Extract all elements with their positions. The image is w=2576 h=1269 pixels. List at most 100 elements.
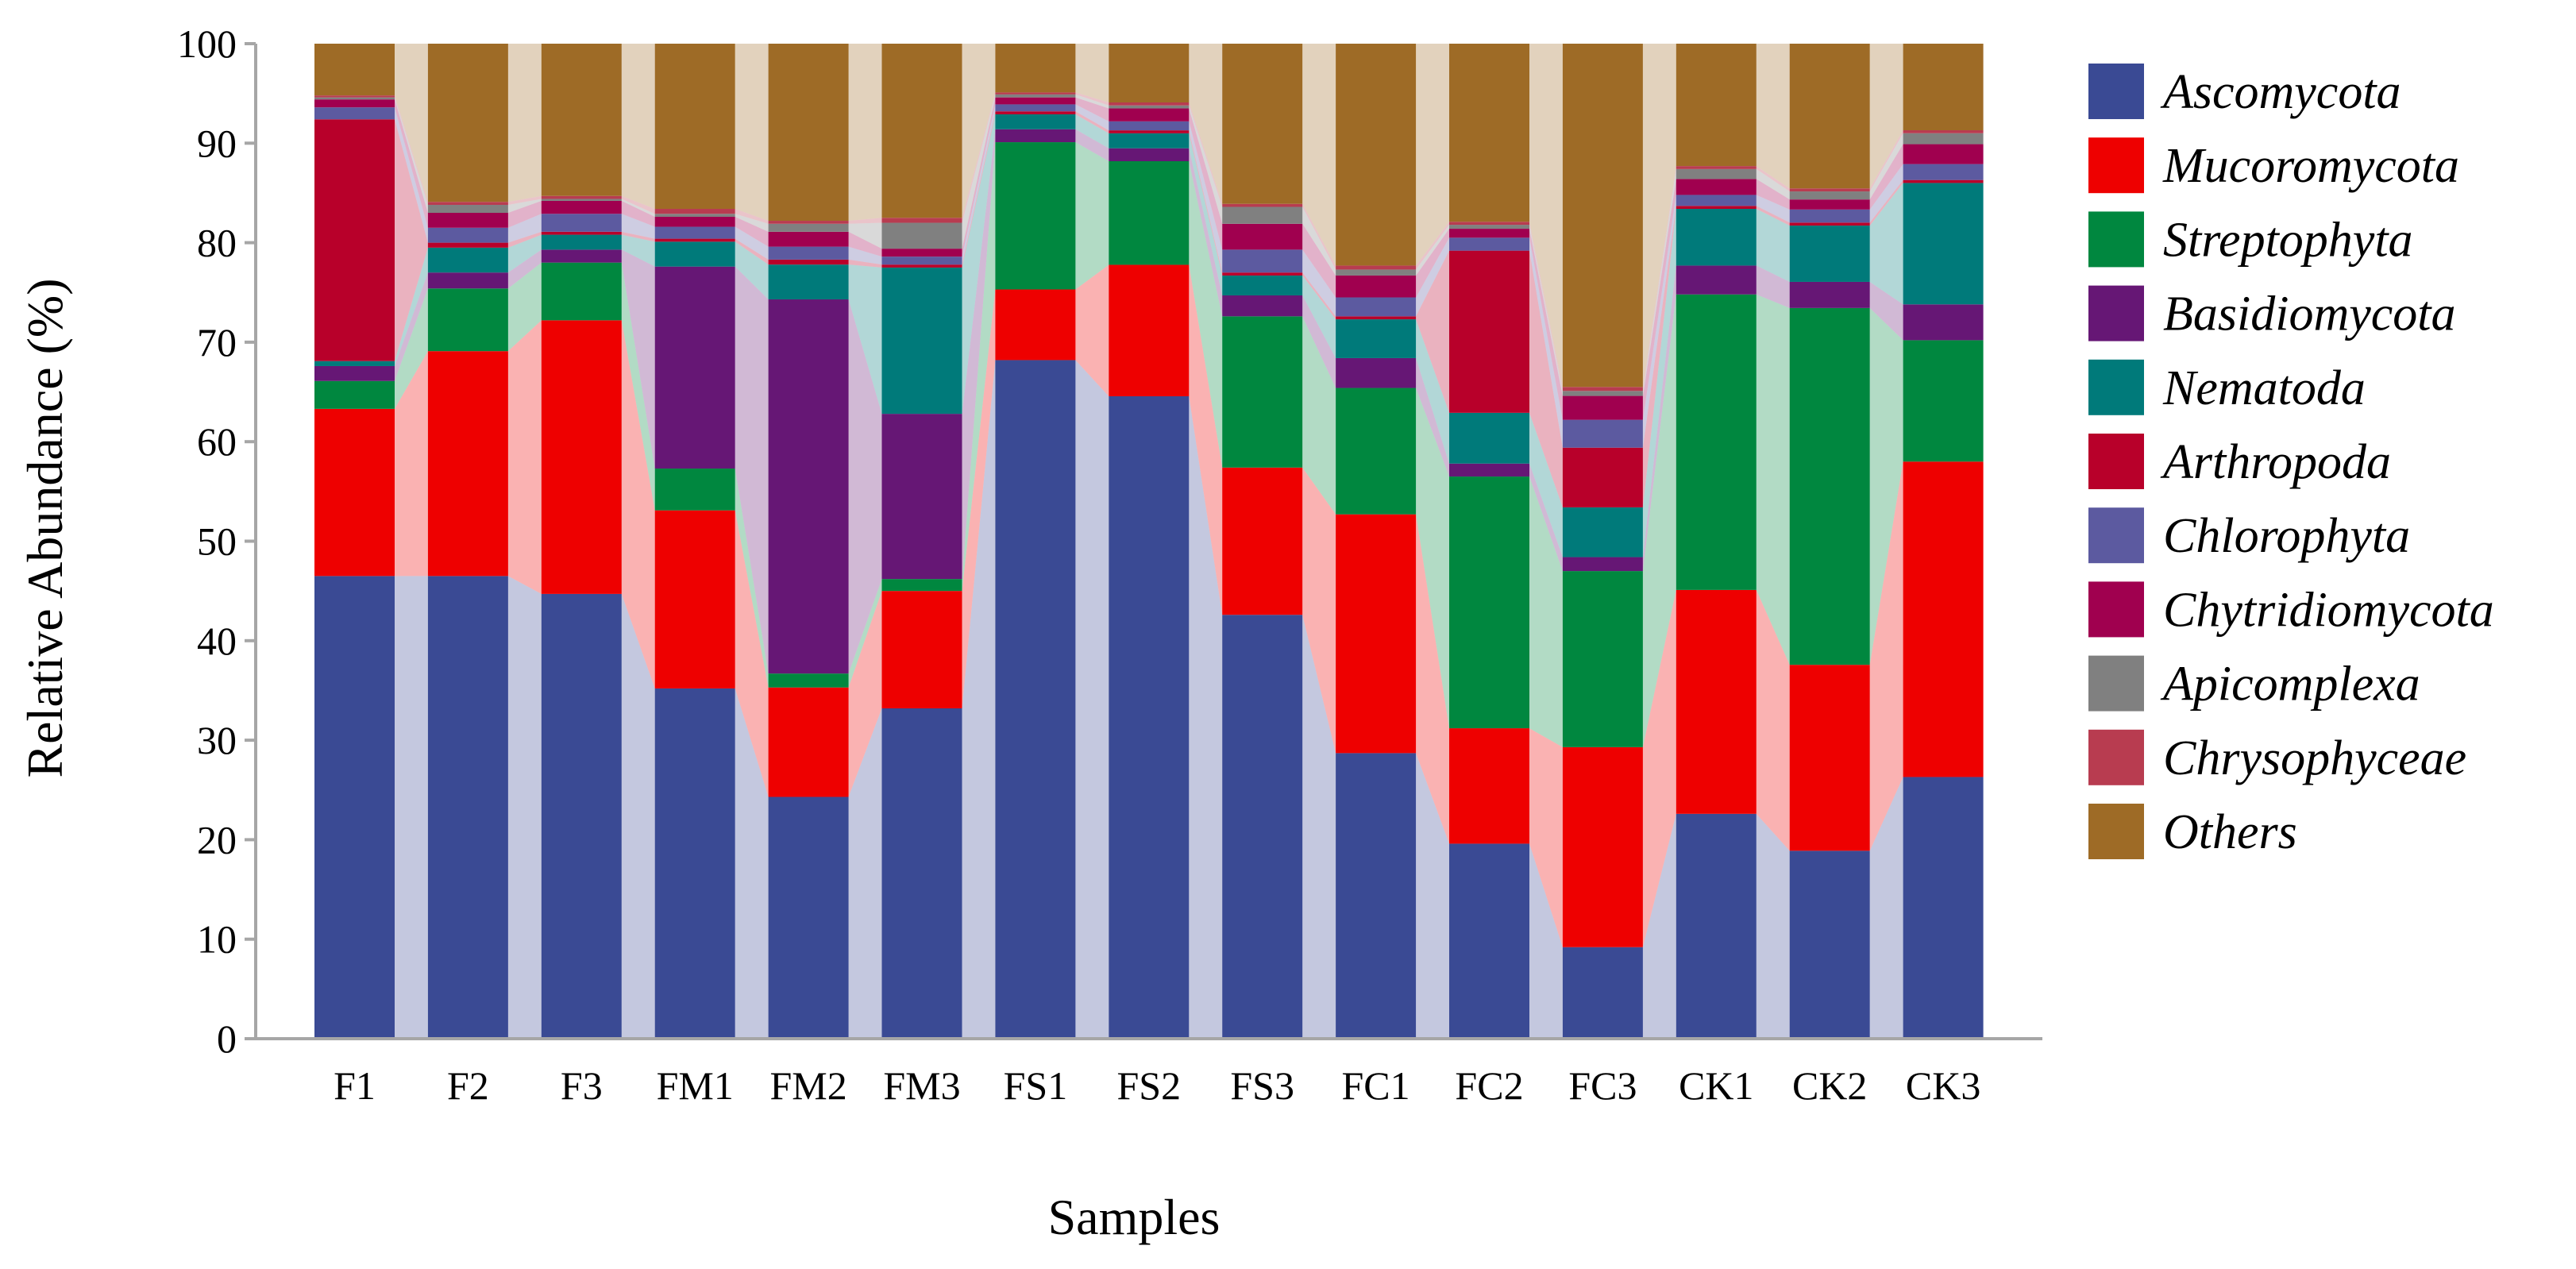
band-mucoromycota-ck1: [1756, 589, 1790, 851]
bar-fs2-arthropoda: [1109, 130, 1190, 133]
bar-fm2-mucoromycota: [768, 687, 849, 797]
band-apicomplexa-fs2: [1189, 105, 1223, 224]
legend-label: Others: [2163, 805, 2297, 859]
band-chlorophyta-f3: [621, 214, 655, 239]
bar-fc1-basidiomycota: [1336, 357, 1417, 388]
band-chrysophyceae-fs3: [1302, 203, 1336, 270]
band-streptophyta-f2: [507, 262, 542, 352]
bar-fc2-streptophyta: [1449, 476, 1529, 729]
band-others-fc2: [1529, 44, 1563, 388]
band-arthropoda-ck1: [1756, 206, 1790, 226]
bar-ck3-arthropoda: [1903, 179, 1984, 183]
bar-f3-apicomplexa: [541, 199, 622, 201]
bar-fs2-streptophyta: [1109, 161, 1190, 265]
bar-fm3-chrysophyceae: [881, 218, 962, 223]
band-chytridiomycota-fm1: [735, 217, 769, 247]
y-tick-label: 100: [177, 21, 237, 66]
connector-bands: [395, 44, 1903, 1040]
band-arthropoda-fm3: [962, 111, 996, 268]
bar-fc3-chrysophyceae: [1562, 387, 1643, 392]
legend-swatch: [2088, 729, 2144, 785]
bar-fs3-nematoda: [1222, 275, 1303, 296]
band-chytridiomycota-f3: [621, 200, 655, 227]
band-basidiomycota-fc3: [1642, 265, 1676, 572]
bar-ck1-apicomplexa: [1676, 168, 1757, 179]
band-chlorophyta-fm1: [735, 226, 769, 260]
bar-f2-mucoromycota: [427, 351, 508, 577]
band-apicomplexa-ck2: [1869, 133, 1903, 200]
bar-f2-basidiomycota: [427, 272, 508, 289]
bar-ck1-ascomycota: [1676, 813, 1757, 1039]
legend-item: Mucoromycota: [2088, 137, 2459, 194]
band-others-fc1: [1416, 44, 1449, 266]
bar-f2-streptophyta: [427, 288, 508, 352]
band-mucoromycota-f1: [395, 351, 428, 577]
bar-f1-nematoda: [314, 361, 395, 366]
band-others-fs2: [1189, 44, 1223, 204]
band-basidiomycota-fc2: [1529, 463, 1563, 572]
band-chytridiomycota-ck1: [1756, 179, 1790, 210]
bar-fm3-apicomplexa: [881, 222, 962, 249]
band-others-fm2: [848, 44, 882, 222]
bar-fc2-basidiomycota: [1449, 463, 1529, 477]
bar-ck1-mucoromycota: [1676, 589, 1757, 814]
bar-ck1-basidiomycota: [1676, 265, 1757, 295]
band-mucoromycota-fc3: [1642, 589, 1676, 947]
x-category-label: FS3: [1230, 1063, 1294, 1108]
bar-fm3-nematoda: [881, 267, 962, 415]
band-arthropoda-fs2: [1189, 130, 1223, 276]
bar-ck3-apicomplexa: [1903, 133, 1984, 145]
bar-fs1-chytridiomycota: [995, 97, 1076, 105]
band-chytridiomycota-fs1: [1075, 97, 1109, 122]
bar-fc2-others: [1449, 44, 1529, 222]
bar-fc3-chytridiomycota: [1562, 395, 1643, 420]
band-chlorophyta-f2: [507, 214, 542, 243]
band-chlorophyta-fs1: [1075, 104, 1109, 131]
band-chytridiomycota-fm2: [848, 231, 882, 257]
bar-fs3-ascomycota: [1222, 615, 1303, 1039]
bar-fs2-others: [1109, 44, 1190, 103]
band-streptophyta-fc1: [1416, 388, 1449, 729]
bar-fm1-others: [654, 44, 735, 209]
bar-fc2-chytridiomycota: [1449, 229, 1529, 238]
x-category-label: FC3: [1568, 1063, 1637, 1108]
legend-label: Ascomycota: [2160, 65, 2401, 119]
bar-fs1-apicomplexa: [995, 94, 1076, 98]
y-tick-label: 10: [197, 917, 237, 962]
bar-fs3-streptophyta: [1222, 316, 1303, 468]
x-category-label: F1: [334, 1063, 376, 1108]
bar-f3-chrysophyceae: [541, 195, 622, 199]
bar-ck2-arthropoda: [1789, 222, 1870, 226]
band-others-fm3: [962, 44, 996, 218]
legend-swatch: [2088, 64, 2144, 119]
bar-ck1-streptophyta: [1676, 294, 1757, 590]
bar-ck2-basidiomycota: [1789, 281, 1870, 308]
bar-ck1-nematoda: [1676, 208, 1757, 266]
y-tick-label: 30: [197, 718, 237, 762]
legend-label: Chrysophyceae: [2163, 731, 2466, 785]
band-ascomycota-fc1: [1416, 753, 1449, 1039]
bar-fs3-basidiomycota: [1222, 295, 1303, 317]
band-mucoromycota-f2: [507, 320, 542, 594]
bar-fs3-mucoromycota: [1222, 467, 1303, 615]
bar-fs3-arthropoda: [1222, 272, 1303, 276]
bar-f1-arthropoda: [314, 119, 395, 361]
bar-fc2-arthropoda: [1449, 250, 1529, 413]
band-chytridiomycota-fm3: [962, 97, 996, 257]
bar-f3-nematoda: [541, 234, 622, 250]
bar-ck3-streptophyta: [1903, 340, 1984, 462]
bar-fc3-others: [1562, 44, 1643, 388]
bar-f2-chrysophyceae: [427, 202, 508, 205]
bar-fc2-ascomycota: [1449, 843, 1529, 1039]
band-chytridiomycota-fs3: [1302, 223, 1336, 298]
band-basidiomycota-f2: [507, 249, 542, 289]
bar-fc1-arthropoda: [1336, 316, 1417, 320]
bar-fc3-mucoromycota: [1562, 746, 1643, 947]
x-axis-title: Samples: [1048, 1189, 1221, 1245]
bar-fc1-chytridiomycota: [1336, 275, 1417, 298]
bar-fs3-chytridiomycota: [1222, 223, 1303, 250]
bar-fs1-arthropoda: [995, 111, 1076, 114]
band-basidiomycota-f3: [621, 249, 655, 469]
band-arthropoda-fm2: [848, 259, 882, 268]
legend: Ascomycota Mucoromycota Streptophyta Basidi…: [2088, 64, 2494, 859]
